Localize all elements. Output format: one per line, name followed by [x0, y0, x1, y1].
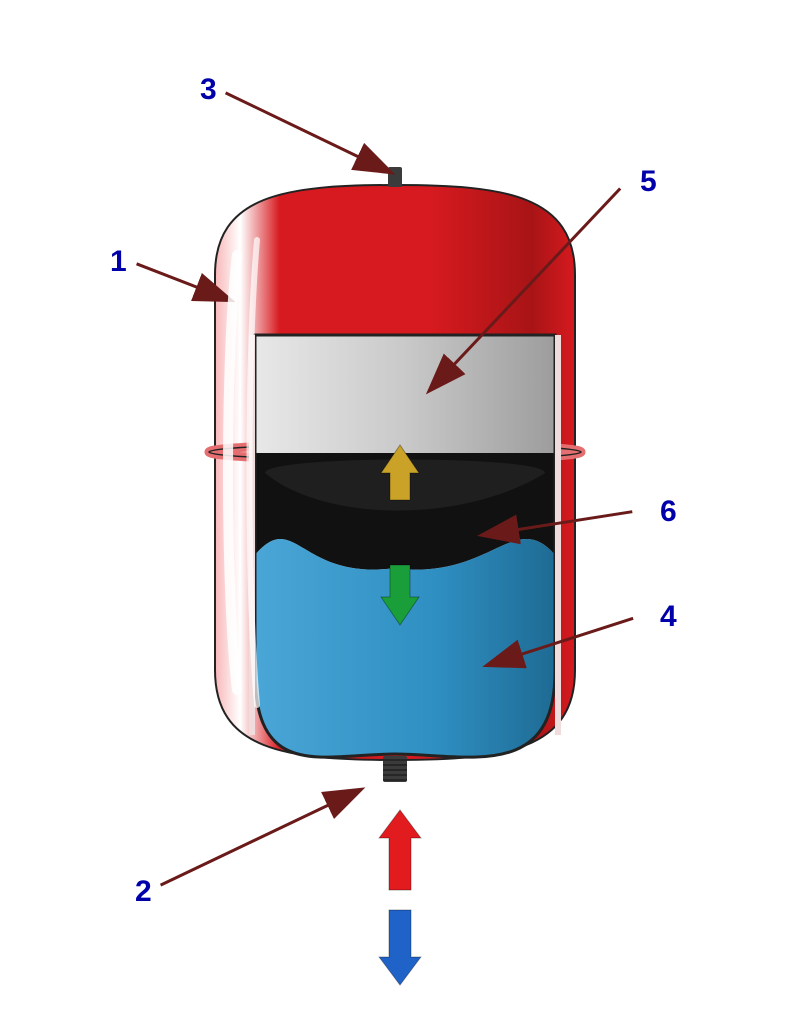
label-5: 5 [640, 165, 657, 199]
air-chamber [255, 335, 555, 458]
label-2: 2 [135, 875, 152, 909]
label-1: 1 [110, 245, 127, 279]
expansion-tank-diagram [0, 0, 800, 1031]
label-4: 4 [660, 600, 677, 634]
arrow-flow-out [379, 910, 421, 985]
pointer-3 [226, 93, 390, 172]
pointer-2 [161, 790, 360, 885]
label-3: 3 [200, 73, 217, 107]
tank-interior [255, 335, 555, 760]
label-6: 6 [660, 495, 677, 529]
air-valve [388, 167, 402, 187]
arrow-flow-in [379, 810, 421, 890]
